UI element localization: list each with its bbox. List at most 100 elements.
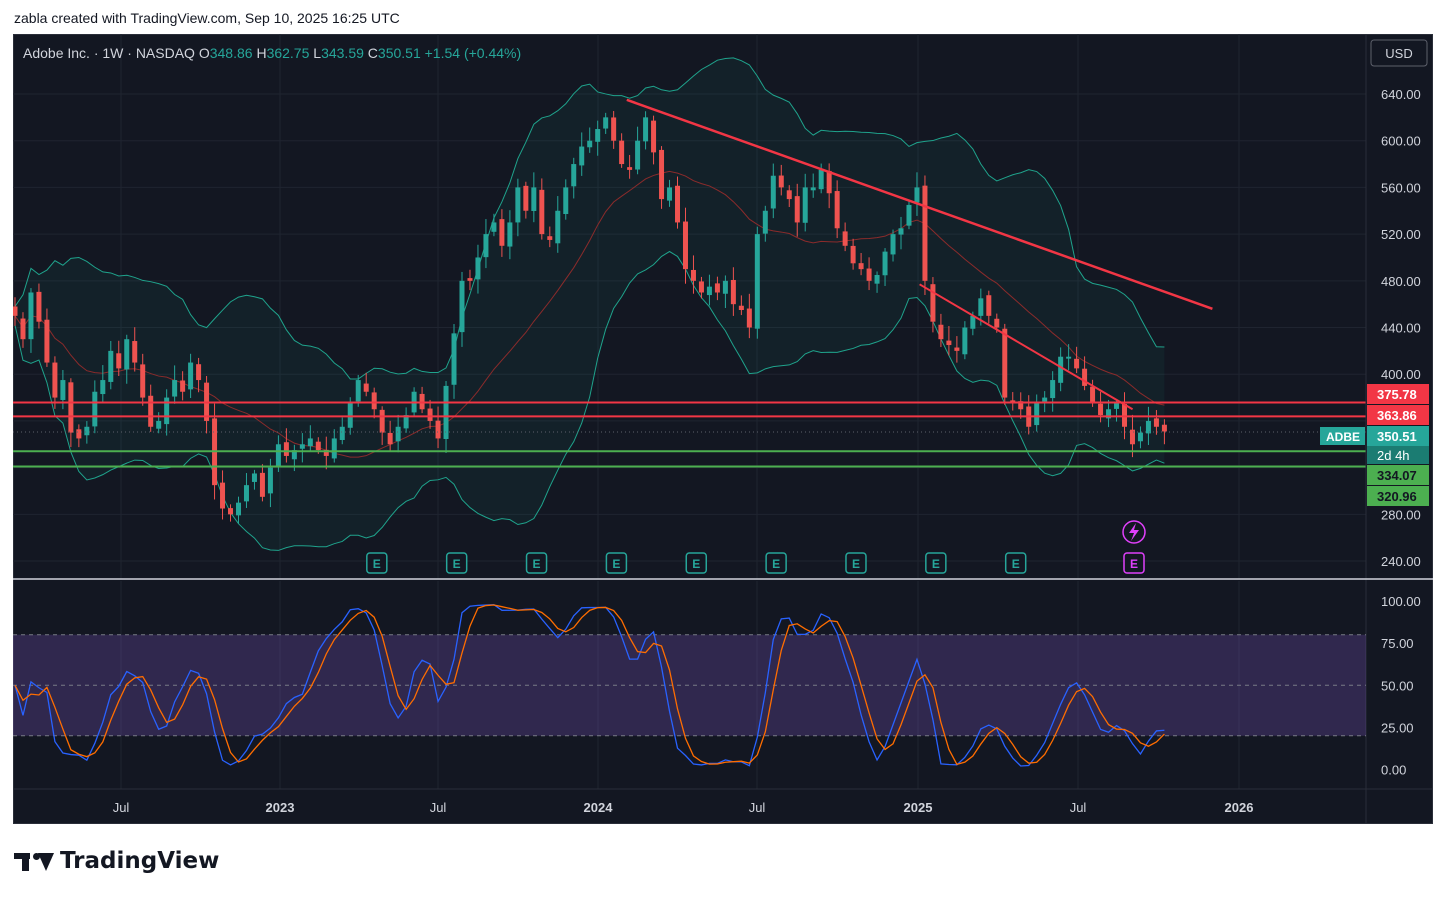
candle-body[interactable]: [659, 149, 665, 200]
candle-body[interactable]: [858, 263, 864, 270]
candle-body[interactable]: [770, 175, 776, 209]
trendline[interactable]: [919, 283, 1134, 411]
candle-body[interactable]: [866, 268, 872, 281]
candle-body[interactable]: [922, 185, 928, 281]
candle-body[interactable]: [1090, 386, 1096, 404]
candle-body[interactable]: [68, 382, 74, 433]
candle-body[interactable]: [802, 187, 808, 223]
earnings-marker[interactable]: [845, 552, 867, 574]
candle-body[interactable]: [706, 286, 712, 296]
candle-body[interactable]: [379, 409, 385, 433]
candle-body[interactable]: [778, 175, 784, 188]
candle-body[interactable]: [1042, 397, 1048, 402]
candle-body[interactable]: [698, 281, 704, 293]
earnings-marker[interactable]: [605, 552, 628, 574]
candle-body[interactable]: [60, 380, 66, 400]
candle-body[interactable]: [228, 508, 234, 515]
candle-body[interactable]: [571, 164, 577, 187]
candle-body[interactable]: [235, 502, 241, 516]
candle-body[interactable]: [395, 426, 401, 442]
earnings-marker[interactable]: [1004, 552, 1027, 574]
tradingview-logo[interactable]: TradingView: [14, 848, 219, 874]
candle-body[interactable]: [978, 298, 984, 316]
candle-body[interactable]: [140, 364, 146, 398]
candle-body[interactable]: [491, 222, 497, 232]
candle-body[interactable]: [443, 385, 449, 439]
candle-body[interactable]: [52, 362, 58, 398]
candle-body[interactable]: [44, 319, 50, 363]
candle-body[interactable]: [148, 395, 154, 427]
candle-body[interactable]: [722, 280, 728, 294]
candle-body[interactable]: [587, 140, 593, 148]
candle-body[interactable]: [970, 315, 976, 329]
candle-body[interactable]: [954, 347, 960, 351]
candle-body[interactable]: [172, 380, 178, 397]
candle-body[interactable]: [1018, 401, 1024, 410]
earnings-marker[interactable]: [765, 552, 787, 574]
candle-body[interactable]: [1114, 403, 1120, 409]
candle-body[interactable]: [595, 129, 601, 142]
price-label-resistance[interactable]: [1367, 405, 1429, 425]
candle-body[interactable]: [355, 380, 361, 402]
candle-body[interactable]: [611, 117, 617, 141]
candle-body[interactable]: [483, 234, 489, 258]
candle-body[interactable]: [267, 467, 273, 494]
candle-body[interactable]: [291, 450, 297, 460]
candle-body[interactable]: [507, 222, 513, 247]
candle-body[interactable]: [738, 305, 744, 311]
candle-body[interactable]: [986, 295, 992, 316]
candle-body[interactable]: [275, 444, 281, 468]
earnings-marker[interactable]: [685, 552, 708, 574]
candle-body[interactable]: [1034, 403, 1040, 426]
candle-body[interactable]: [898, 228, 904, 235]
candle-body[interactable]: [363, 383, 369, 392]
candle-body[interactable]: [882, 251, 888, 276]
candle-body[interactable]: [539, 189, 545, 235]
candle-body[interactable]: [387, 432, 393, 445]
candle-body[interactable]: [499, 219, 505, 246]
candle-body[interactable]: [467, 278, 473, 281]
candle-body[interactable]: [1066, 356, 1072, 359]
candle-body[interactable]: [100, 380, 106, 395]
candle-body[interactable]: [116, 353, 122, 369]
upcoming-earnings-marker[interactable]: [1123, 552, 1145, 574]
candle-body[interactable]: [36, 291, 42, 322]
candle-body[interactable]: [1121, 403, 1127, 427]
candle-body[interactable]: [13, 306, 18, 316]
candle-body[interactable]: [259, 472, 265, 497]
candle-body[interactable]: [1145, 420, 1151, 434]
chart-canvas[interactable]: E E E E E E E E E E 640.00 600.00 560.00 520.00 480.00…: [13, 34, 1433, 824]
candle-body[interactable]: [794, 196, 800, 223]
candle-body[interactable]: [754, 234, 760, 329]
candle-body[interactable]: [515, 187, 521, 223]
candle-body[interactable]: [92, 391, 98, 427]
candle-body[interactable]: [938, 324, 944, 340]
price-label-last[interactable]: [1367, 426, 1429, 446]
candle-body[interactable]: [124, 339, 130, 370]
candle-body[interactable]: [555, 210, 561, 244]
candle-body[interactable]: [1153, 418, 1159, 427]
candle-body[interactable]: [690, 269, 696, 281]
candle-body[interactable]: [283, 442, 289, 456]
candle-body[interactable]: [874, 274, 880, 284]
candle-body[interactable]: [243, 485, 249, 502]
candle-body[interactable]: [810, 187, 816, 191]
candle-body[interactable]: [635, 140, 641, 170]
candle-body[interactable]: [164, 397, 170, 425]
candle-body[interactable]: [323, 449, 329, 456]
candle-body[interactable]: [132, 341, 138, 363]
candle-body[interactable]: [427, 408, 433, 421]
candle-body[interactable]: [842, 231, 848, 246]
candle-body[interactable]: [20, 318, 26, 340]
chart-legend[interactable]: Adobe Inc. · 1W · NASDAQ O348.86 H362.75…: [23, 45, 521, 61]
candle-body[interactable]: [667, 187, 673, 201]
candle-body[interactable]: [28, 292, 34, 340]
candle-body[interactable]: [946, 340, 952, 346]
candle-body[interactable]: [786, 190, 792, 200]
candle-body[interactable]: [730, 279, 736, 305]
candle-body[interactable]: [906, 204, 912, 226]
candle-body[interactable]: [1161, 424, 1167, 432]
candle-body[interactable]: [994, 318, 1000, 328]
candle-body[interactable]: [714, 283, 720, 293]
earnings-marker[interactable]: [925, 552, 947, 574]
